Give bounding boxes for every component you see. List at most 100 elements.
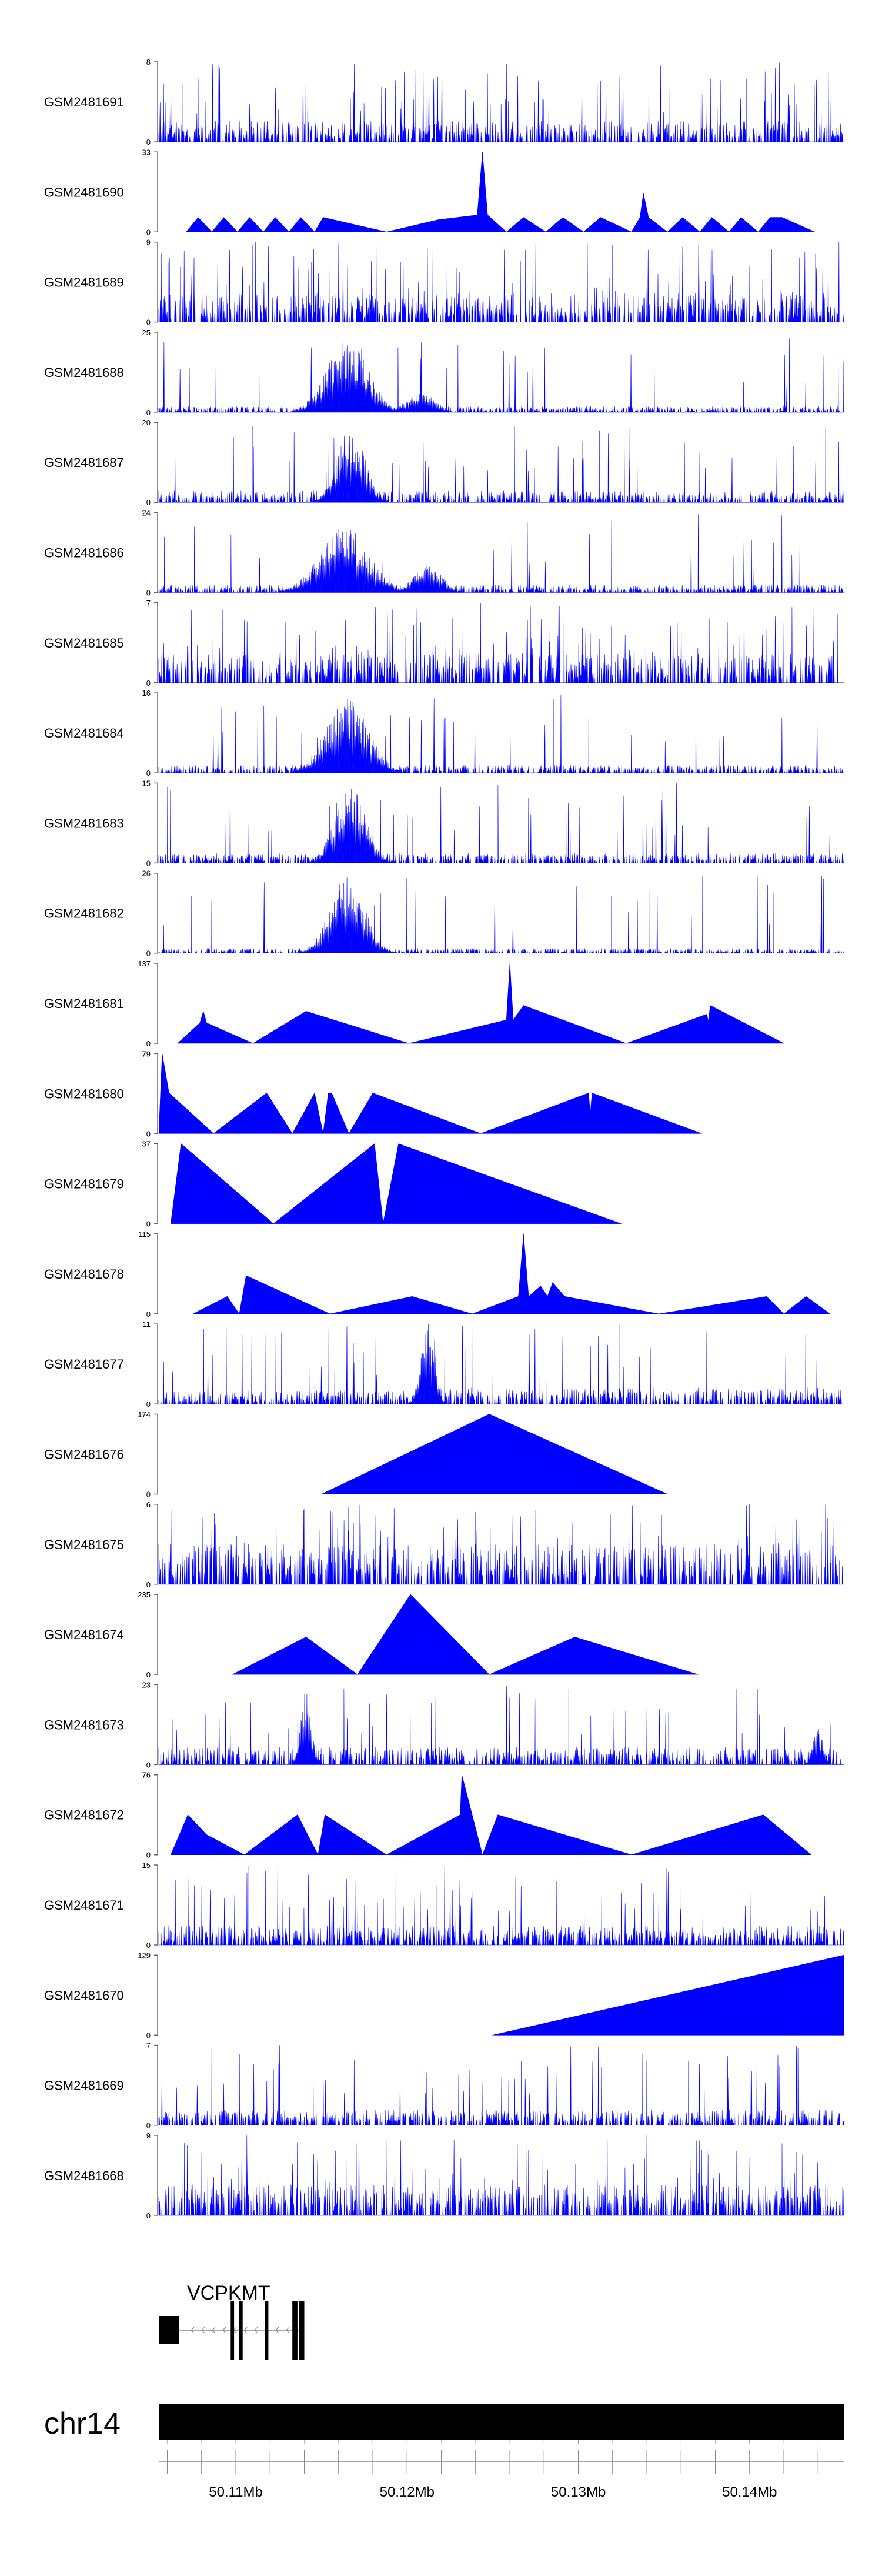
track-GSM2481682: GSM2481682 26 0 <box>44 869 844 958</box>
coverage-area <box>158 61 844 142</box>
y-axis <box>154 1684 158 1766</box>
coverage-area <box>158 1504 844 1585</box>
coverage-area <box>158 875 844 953</box>
y-axis <box>154 872 158 954</box>
y-max-tick-label: 129 <box>138 1951 151 1960</box>
track-label: GSM2481684 <box>44 726 124 740</box>
track-GSM2481673: GSM2481673 23 0 <box>44 1680 844 1769</box>
track-GSM2481681: GSM2481681 137 0 <box>44 959 784 1048</box>
y-max-tick-label: 137 <box>138 959 151 968</box>
strand-arrow <box>243 2327 248 2334</box>
coverage-area <box>171 1774 811 1855</box>
gene-model: VCPKMT <box>159 2282 305 2360</box>
track-GSM2481691: GSM2481691 8 0 <box>44 58 844 146</box>
strand-arrow <box>212 2327 216 2334</box>
y-min-tick-label: 0 <box>146 318 151 327</box>
track-label: GSM2481685 <box>44 636 124 650</box>
y-axis <box>154 1594 158 1675</box>
y-min-tick-label: 0 <box>146 408 151 417</box>
track-GSM2481690: GSM2481690 33 0 <box>44 148 815 236</box>
track-label: GSM2481690 <box>44 185 124 199</box>
track-GSM2481671: GSM2481671 15 0 <box>44 1861 844 1950</box>
y-min-tick-label: 0 <box>146 2211 151 2220</box>
track-GSM2481683: GSM2481683 15 0 <box>44 779 844 867</box>
x-axis-tick-label: 50.13Mb <box>551 2484 606 2500</box>
track-label: GSM2481670 <box>44 1988 124 2003</box>
y-max-tick-label: 7 <box>146 2041 151 2050</box>
track-GSM2481680: GSM2481680 79 0 <box>44 1049 702 1138</box>
track-label: GSM2481681 <box>44 996 124 1011</box>
y-axis <box>154 692 158 773</box>
y-axis <box>154 512 158 593</box>
y-min-tick-label: 0 <box>146 498 151 507</box>
track-GSM2481672: GSM2481672 76 0 <box>44 1771 811 1860</box>
y-min-tick-label: 0 <box>146 1941 151 1950</box>
y-min-tick-label: 0 <box>146 1400 151 1409</box>
track-GSM2481685: GSM2481685 7 0 <box>44 599 844 688</box>
track-GSM2481686: GSM2481686 24 0 <box>44 509 844 598</box>
coverage-area <box>158 2045 844 2125</box>
y-max-tick-label: 20 <box>142 418 151 427</box>
track-GSM2481678: GSM2481678 115 0 <box>44 1230 830 1319</box>
track-GSM2481675: GSM2481675 6 0 <box>44 1500 844 1589</box>
gene-exon <box>265 2301 269 2360</box>
y-min-tick-label: 0 <box>146 2121 151 2130</box>
y-axis <box>154 1864 158 1946</box>
y-axis <box>154 2135 158 2216</box>
y-min-tick-label: 0 <box>146 1039 151 1048</box>
y-min-tick-label: 0 <box>146 1851 151 1860</box>
track-GSM2481677: GSM2481677 11 0 <box>44 1320 844 1409</box>
y-min-tick-label: 0 <box>146 2031 151 2040</box>
gene-exon <box>230 2301 235 2360</box>
coverage-area <box>158 602 844 683</box>
track-GSM2481689: GSM2481689 9 0 <box>44 238 844 327</box>
y-axis <box>154 422 158 503</box>
y-max-tick-label: 174 <box>138 1410 151 1419</box>
y-max-tick-label: 33 <box>142 148 151 156</box>
strand-arrow <box>286 2327 290 2334</box>
track-label: GSM2481673 <box>44 1717 124 1732</box>
track-label: GSM2481686 <box>44 546 124 560</box>
track-label: GSM2481682 <box>44 906 124 921</box>
track-label: GSM2481668 <box>44 2168 124 2183</box>
strand-arrow <box>201 2327 205 2334</box>
y-max-tick-label: 9 <box>146 238 151 247</box>
y-max-tick-label: 37 <box>142 1140 151 1149</box>
coverage-area <box>177 963 784 1044</box>
track-label: GSM2481688 <box>44 365 124 380</box>
track-label: GSM2481689 <box>44 275 124 290</box>
y-axis <box>154 1323 158 1404</box>
strand-arrow <box>254 2327 258 2334</box>
chromosome-label: chr14 <box>44 2407 121 2441</box>
track-label: GSM2481683 <box>44 816 124 830</box>
y-min-tick-label: 0 <box>146 1129 151 1138</box>
y-axis <box>154 1143 158 1224</box>
track-GSM2481679: GSM2481679 37 0 <box>44 1140 622 1229</box>
y-max-tick-label: 15 <box>142 1861 151 1870</box>
track-label: GSM2481669 <box>44 2078 124 2093</box>
y-min-tick-label: 0 <box>146 1220 151 1229</box>
chromosome-ideogram <box>159 2404 844 2440</box>
track-GSM2481669: GSM2481669 7 0 <box>44 2041 844 2130</box>
y-axis <box>154 1954 158 2036</box>
y-min-tick-label: 0 <box>146 1670 151 1679</box>
y-min-tick-label: 0 <box>146 859 151 867</box>
y-axis <box>154 1774 158 1856</box>
strand-arrow <box>275 2327 279 2334</box>
track-label: GSM2481676 <box>44 1447 124 1462</box>
y-min-tick-label: 0 <box>146 1580 151 1589</box>
y-min-tick-label: 0 <box>146 138 151 146</box>
y-axis <box>154 1413 158 1495</box>
y-axis <box>154 2044 158 2126</box>
y-max-tick-label: 24 <box>142 509 151 518</box>
y-min-tick-label: 0 <box>146 1310 151 1319</box>
y-axis <box>154 782 158 864</box>
y-max-tick-label: 23 <box>142 1680 151 1689</box>
gene-exon <box>299 2301 305 2360</box>
y-max-tick-label: 76 <box>142 1771 151 1780</box>
chromosome-axis: chr14 50.11Mb 50.12Mb 50.13Mb 50.14Mb <box>44 2404 844 2500</box>
track-label: GSM2481680 <box>44 1086 124 1101</box>
strand-arrow <box>222 2327 226 2334</box>
y-max-tick-label: 16 <box>142 689 151 698</box>
